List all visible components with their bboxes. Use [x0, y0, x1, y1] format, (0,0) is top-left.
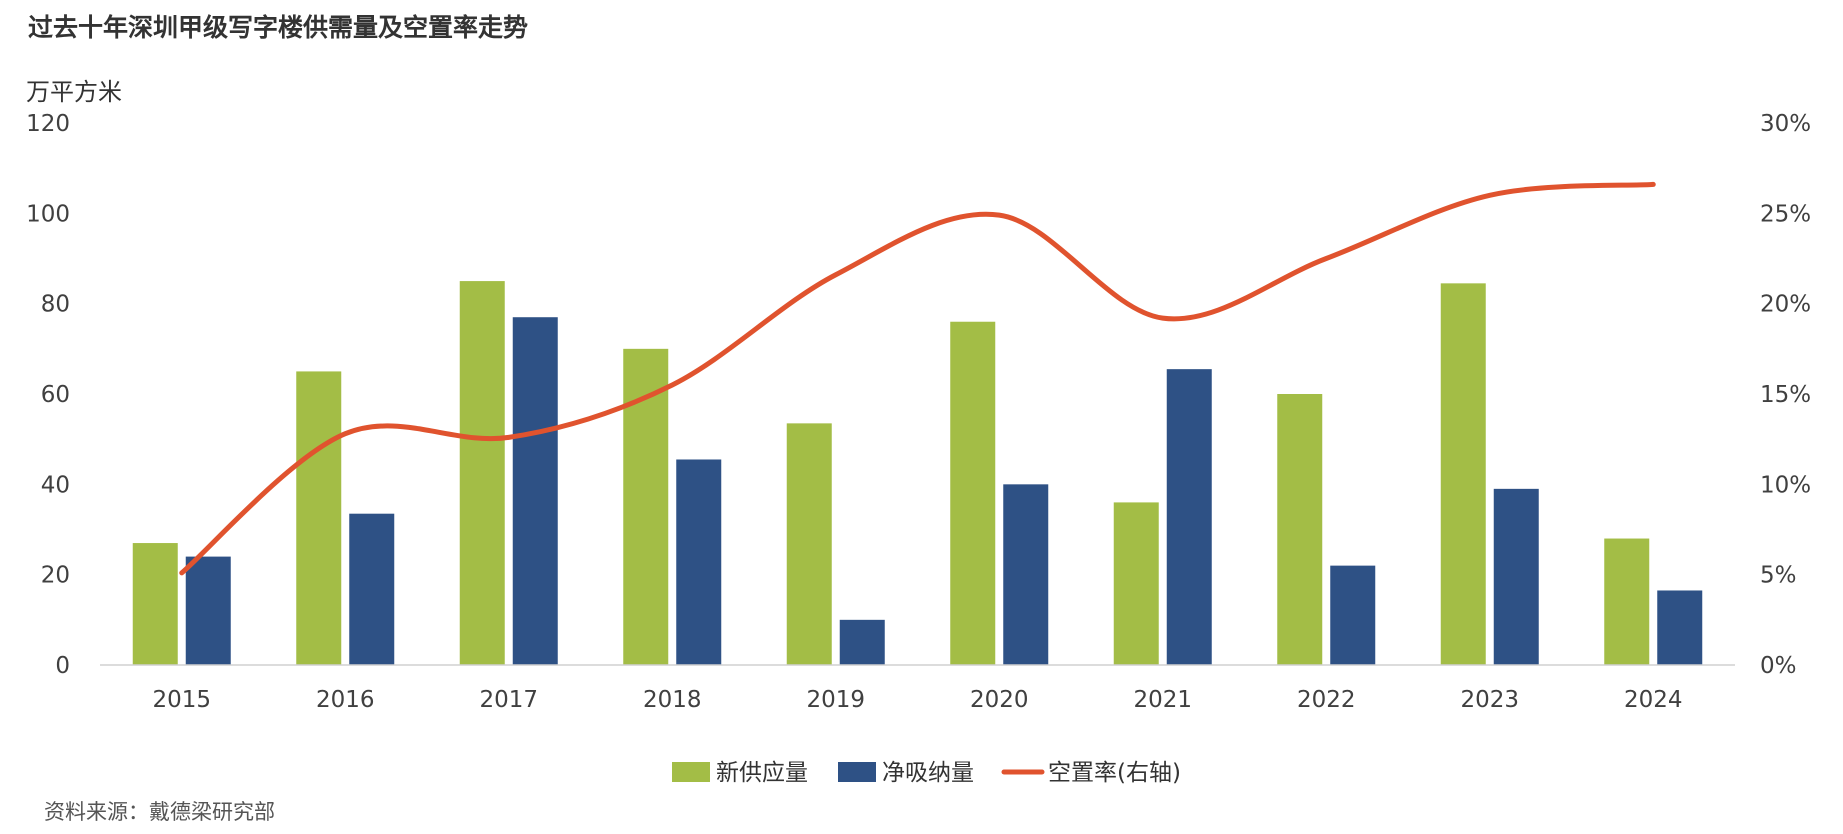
- legend-label: 净吸纳量: [882, 760, 974, 786]
- net-absorption-bar: [349, 513, 395, 665]
- x-axis-ticks: 2015 2016 2017 2018 2019 2020 2021 2022 2023 2024: [152, 687, 1682, 713]
- legend-label: 空置率(右轴): [1048, 760, 1181, 786]
- x-axis-tick-label: 2015: [152, 687, 211, 713]
- right-axis-tick-label: 15%: [1760, 382, 1811, 408]
- left-axis-unit-label: 万平方米: [26, 78, 122, 106]
- right-axis-tick-label: 5%: [1760, 563, 1797, 589]
- bar-series: [132, 281, 1703, 665]
- net-absorption-bar: [1493, 488, 1539, 665]
- legend-swatch-net-absorption: [838, 762, 876, 782]
- new-supply-bar: [1604, 538, 1650, 665]
- new-supply-bar: [1440, 283, 1486, 665]
- x-axis-tick-label: 2019: [806, 687, 865, 713]
- net-absorption-bar: [1003, 484, 1049, 665]
- chart-legend: 新供应量 净吸纳量 空置率(右轴): [672, 760, 1181, 786]
- net-absorption-bar: [185, 556, 231, 665]
- source-note: 资料来源：戴德梁研究部: [44, 800, 275, 824]
- x-axis-tick-label: 2021: [1133, 687, 1192, 713]
- legend-swatch-new-supply: [672, 762, 710, 782]
- x-axis-tick-label: 2023: [1460, 687, 1519, 713]
- right-axis-ticks: 0% 5% 10% 15% 20% 25% 30%: [1760, 111, 1811, 679]
- x-axis-tick-label: 2018: [643, 687, 702, 713]
- net-absorption-bar: [1330, 565, 1376, 665]
- x-axis-tick-label: 2017: [479, 687, 538, 713]
- right-axis-tick-label: 20%: [1760, 292, 1811, 318]
- net-absorption-bar: [1657, 590, 1703, 665]
- left-axis-tick-label: 80: [41, 292, 70, 318]
- left-axis-ticks: 0 20 40 60 80 100 120: [26, 111, 70, 679]
- new-supply-bar: [786, 423, 832, 665]
- new-supply-bar: [950, 321, 996, 665]
- x-axis-tick-label: 2020: [970, 687, 1029, 713]
- legend-label: 新供应量: [716, 760, 808, 786]
- new-supply-bar: [1277, 394, 1323, 665]
- right-axis-tick-label: 0%: [1760, 653, 1797, 679]
- net-absorption-bar: [839, 619, 885, 665]
- left-axis-tick-label: 0: [55, 653, 70, 679]
- right-axis-tick-label: 30%: [1760, 111, 1811, 137]
- net-absorption-bar: [512, 317, 558, 665]
- right-axis-tick-label: 10%: [1760, 472, 1811, 498]
- vacancy-rate-line: [179, 181, 1656, 576]
- left-axis-tick-label: 40: [41, 472, 70, 498]
- net-absorption-bar: [676, 459, 722, 665]
- left-axis-tick-label: 60: [41, 382, 70, 408]
- x-axis-tick-label: 2016: [316, 687, 375, 713]
- new-supply-bar: [132, 543, 178, 665]
- x-axis-tick-label: 2024: [1624, 687, 1683, 713]
- left-axis-tick-label: 100: [26, 201, 70, 227]
- x-axis-tick-label: 2022: [1297, 687, 1356, 713]
- new-supply-bar: [296, 371, 342, 665]
- net-absorption-bar: [1166, 369, 1212, 665]
- new-supply-bar: [459, 281, 505, 665]
- right-axis-tick-label: 25%: [1760, 201, 1811, 227]
- chart-title: 过去十年深圳甲级写字楼供需量及空置率走势: [28, 13, 529, 42]
- new-supply-bar: [1113, 502, 1159, 665]
- left-axis-tick-label: 20: [41, 563, 70, 589]
- left-axis-tick-label: 120: [26, 111, 70, 137]
